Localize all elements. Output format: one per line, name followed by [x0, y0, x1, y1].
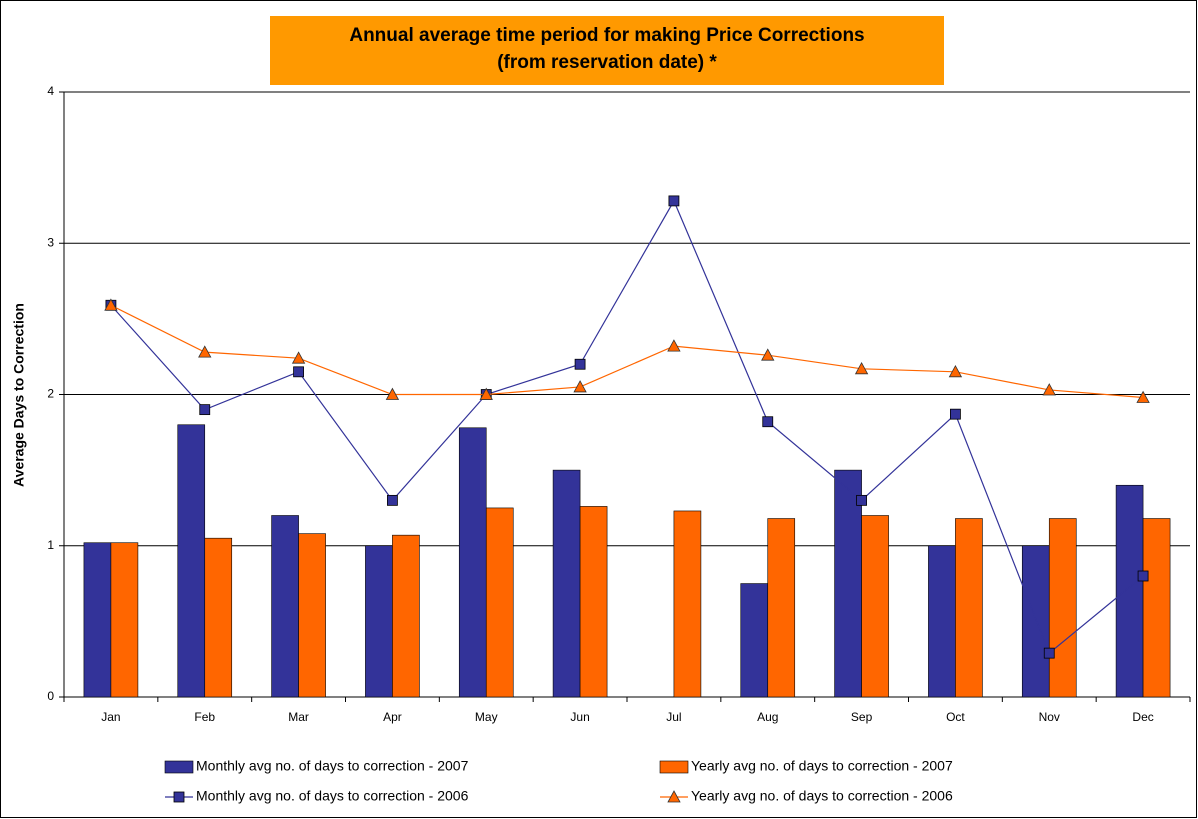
line-marker	[1043, 647, 1055, 659]
x-tick-label: Oct	[946, 710, 965, 724]
line-marker	[762, 416, 774, 428]
line-marker	[948, 364, 963, 378]
y-tick-label: 3	[47, 235, 54, 249]
x-tick-label: Sep	[851, 710, 873, 724]
x-tick-label: Jan	[101, 710, 120, 724]
x-tick-label: Jun	[570, 710, 589, 724]
y-tick-label: 2	[47, 387, 54, 401]
bar	[271, 515, 299, 698]
x-tick-label: Aug	[757, 710, 778, 724]
legend-marker	[173, 791, 185, 803]
x-tick-label: Jul	[666, 710, 681, 724]
line-marker	[950, 408, 961, 420]
x-tick-label: May	[475, 710, 498, 724]
line-marker	[479, 387, 493, 400]
x-tick-label: Apr	[383, 710, 402, 724]
y-tick-label: 1	[47, 538, 54, 552]
bar	[928, 545, 956, 698]
line-marker	[573, 380, 587, 393]
line-marker	[293, 366, 304, 378]
x-tick-label: Feb	[194, 710, 215, 724]
line-marker	[199, 404, 211, 416]
line-marker	[1042, 383, 1056, 396]
legend-label: Yearly avg no. of days to correction - 2…	[691, 788, 953, 804]
y-tick-label: 0	[47, 689, 54, 703]
bar	[955, 518, 983, 698]
title-box	[270, 16, 944, 85]
bar	[673, 510, 702, 698]
bar	[834, 469, 862, 698]
bar	[177, 424, 206, 698]
bar	[1115, 484, 1144, 698]
legend-swatch	[659, 760, 689, 774]
bar	[1021, 545, 1050, 698]
bar	[83, 542, 112, 698]
legend-label: Yearly avg no. of days to correction - 2…	[691, 758, 953, 774]
line-marker	[198, 345, 212, 358]
y-tick-label: 4	[47, 84, 54, 98]
line-marker	[668, 195, 680, 207]
legend-swatch	[164, 760, 194, 774]
x-tick-label: Dec	[1132, 710, 1153, 724]
chart-title: Annual average time period for making Pr…	[349, 25, 864, 46]
bar	[579, 506, 608, 698]
line-marker	[667, 339, 681, 352]
bar	[365, 545, 393, 698]
line	[110, 199, 1144, 655]
legend-label: Monthly avg no. of days to correction - …	[196, 758, 469, 774]
x-tick-label: Nov	[1039, 710, 1060, 724]
bar	[204, 537, 233, 698]
bar	[485, 507, 514, 698]
line-marker	[387, 494, 398, 506]
bar	[861, 515, 889, 698]
line	[110, 304, 1144, 399]
chart-title: (from reservation date) *	[497, 52, 717, 73]
legend-label: Monthly avg no. of days to correction - …	[196, 788, 469, 804]
bar	[1048, 518, 1077, 698]
y-axis-label: Average Days to Correction	[11, 303, 27, 487]
line-marker	[854, 361, 869, 375]
bar	[392, 534, 420, 698]
line-marker	[574, 358, 586, 370]
bar	[110, 542, 139, 698]
line-marker	[1136, 390, 1150, 403]
line-marker	[856, 494, 867, 506]
line-marker	[291, 351, 306, 364]
line-marker	[385, 387, 400, 400]
bar	[767, 518, 796, 698]
legend-marker	[667, 790, 681, 803]
line-marker	[104, 298, 118, 311]
line-marker	[761, 348, 775, 361]
x-tick-label: Mar	[288, 710, 309, 724]
bar	[552, 469, 581, 698]
bar	[1142, 518, 1171, 698]
bar	[298, 533, 326, 698]
line-marker	[1137, 570, 1149, 582]
bar	[740, 583, 769, 698]
bar	[458, 427, 487, 698]
